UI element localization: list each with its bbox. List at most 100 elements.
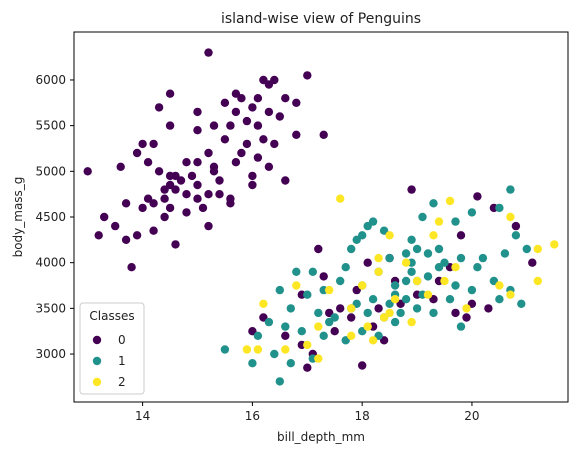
data-point-class-0	[220, 135, 230, 144]
data-point-class-0	[143, 194, 153, 203]
data-point-class-1	[358, 327, 367, 336]
data-point-class-0	[209, 162, 219, 171]
data-point-class-0	[176, 176, 186, 185]
data-point-class-0	[187, 171, 197, 181]
data-point-class-0	[143, 158, 153, 167]
data-point-class-0	[336, 304, 345, 313]
data-point-class-0	[270, 139, 279, 149]
data-point-class-1	[423, 272, 433, 281]
data-point-class-0	[193, 158, 202, 167]
data-point-class-0	[215, 190, 224, 199]
data-point-class-1	[478, 253, 488, 263]
data-point-class-1	[220, 345, 230, 354]
data-point-class-0	[248, 103, 257, 112]
data-point-class-1	[347, 244, 356, 254]
legend-title: Classes	[89, 309, 134, 323]
data-point-class-2	[358, 281, 367, 290]
data-point-class-0	[149, 226, 158, 235]
data-point-class-2	[253, 345, 263, 354]
data-point-class-0	[407, 185, 416, 194]
data-point-class-0	[319, 272, 328, 281]
data-point-class-1	[264, 317, 274, 327]
data-point-class-0	[352, 285, 361, 295]
data-point-class-0	[209, 121, 219, 130]
data-point-class-0	[363, 258, 372, 267]
data-point-class-0	[281, 94, 290, 103]
data-point-class-0	[154, 167, 164, 176]
data-point-class-0	[462, 313, 471, 322]
data-point-class-0	[121, 235, 131, 244]
data-point-class-0	[325, 308, 334, 318]
data-point-class-1	[434, 244, 444, 254]
legend-items: 0 1 2	[92, 333, 126, 389]
y-tick-label: 6000	[35, 73, 66, 87]
data-point-class-0	[193, 180, 202, 190]
y-tick-label: 4500	[35, 210, 66, 224]
data-point-class-0	[165, 89, 175, 98]
data-point-class-0	[160, 194, 169, 203]
data-point-class-1	[445, 295, 455, 304]
data-point-class-1	[248, 359, 257, 368]
data-point-class-0	[149, 199, 158, 208]
legend-box	[79, 302, 145, 395]
data-point-class-1	[336, 276, 345, 286]
y-tick-label: 5000	[35, 164, 66, 178]
data-point-class-1	[451, 281, 460, 290]
data-point-class-1	[423, 249, 433, 258]
y-tick-label: 5500	[35, 119, 66, 133]
data-point-class-1	[390, 281, 400, 290]
data-point-class-2	[379, 313, 389, 322]
data-point-class-0	[171, 185, 180, 194]
data-point-class-1	[308, 267, 317, 276]
data-point-class-0	[226, 199, 235, 208]
data-point-class-2	[533, 244, 542, 254]
data-point-class-2	[429, 231, 438, 240]
data-point-class-0	[292, 98, 301, 108]
data-point-class-1	[451, 217, 460, 226]
data-point-class-1	[286, 304, 295, 313]
data-point-class-2	[495, 281, 504, 290]
data-point-class-0	[231, 107, 241, 117]
data-point-class-0	[511, 221, 521, 231]
data-point-class-1	[495, 295, 504, 304]
y-axis: 3000 3500 4000 4500 5000 5500 6000	[35, 73, 74, 361]
data-point-class-1	[517, 299, 526, 308]
x-tick-label: 18	[355, 409, 370, 423]
data-point-class-2	[401, 258, 411, 267]
data-point-class-2	[347, 331, 356, 340]
data-point-class-2	[506, 212, 515, 222]
legend-label-class-1: 1	[118, 354, 126, 368]
data-point-class-0	[303, 363, 312, 372]
data-point-class-1	[314, 308, 323, 318]
data-point-class-1	[495, 203, 504, 213]
data-point-class-0	[528, 258, 537, 267]
data-point-class-0	[127, 263, 136, 272]
data-point-class-1	[319, 331, 328, 340]
data-point-class-1	[401, 249, 411, 258]
data-point-class-0	[160, 185, 169, 194]
data-point-class-0	[292, 130, 301, 139]
data-point-class-1	[368, 295, 378, 304]
legend-label-class-0: 0	[118, 333, 126, 347]
x-axis: 14 16 18 20	[135, 402, 480, 423]
data-point-class-1	[467, 208, 477, 217]
data-point-class-1	[363, 308, 372, 318]
legend-marker-class-1	[92, 356, 102, 366]
data-point-class-0	[253, 121, 263, 130]
data-point-class-2	[292, 281, 301, 290]
data-point-class-2	[281, 345, 290, 354]
data-point-class-0	[204, 48, 213, 57]
data-point-class-0	[259, 135, 268, 144]
data-point-class-2	[374, 267, 383, 276]
data-point-class-1	[506, 185, 515, 194]
data-point-class-0	[484, 304, 493, 313]
data-point-class-2	[533, 276, 542, 286]
data-point-class-0	[303, 71, 312, 80]
data-point-class-1	[253, 331, 263, 340]
points-layer	[83, 48, 559, 386]
data-point-class-0	[111, 221, 120, 231]
data-point-class-0	[264, 107, 274, 117]
data-point-class-0	[132, 148, 142, 158]
data-point-class-2	[363, 322, 372, 331]
